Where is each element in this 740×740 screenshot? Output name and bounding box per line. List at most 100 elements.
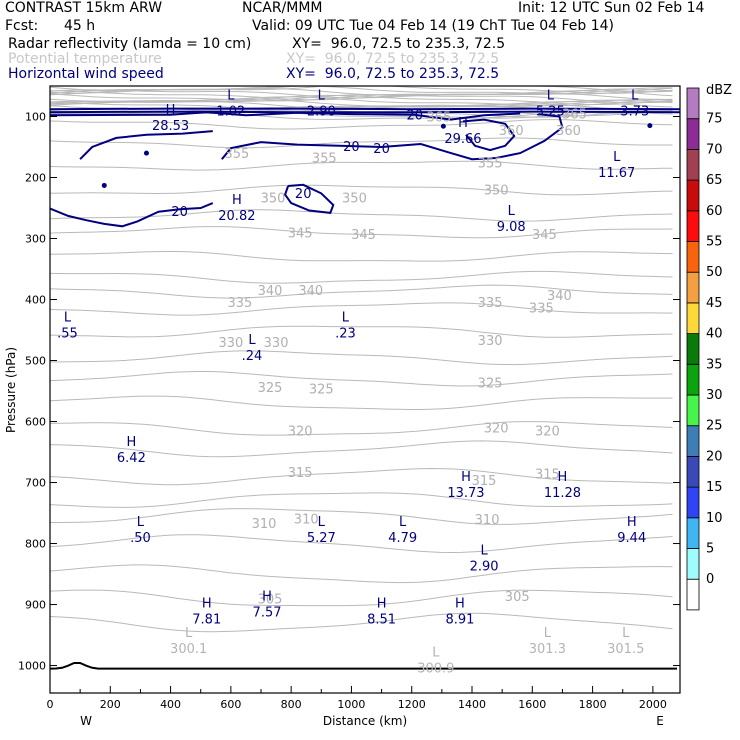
- colorbar-swatch: [686, 517, 700, 549]
- field-wind-xy: XY= 96.0, 72.5 to 235.3, 72.5: [286, 66, 500, 82]
- x-tick-label: 600: [220, 698, 241, 711]
- wind-contour-label: 20: [295, 187, 312, 202]
- wind-speed-contour: [283, 183, 335, 214]
- low-marker: L: [399, 515, 407, 530]
- high-value: 13.73: [447, 486, 484, 501]
- x-tick-label: 1600: [518, 698, 546, 711]
- colorbar-tick-label: 45: [706, 296, 723, 311]
- theta-contour-label: 310: [252, 517, 277, 532]
- colorbar-unit: dBZ: [706, 83, 732, 98]
- low-marker: L: [544, 626, 552, 641]
- colorbar-swatch: [686, 486, 700, 519]
- colorbar-swatch: [686, 394, 700, 427]
- low-value: 5.27: [307, 531, 336, 546]
- high-marker: H: [126, 435, 136, 450]
- theta-contour-label: 365: [562, 107, 587, 122]
- theta-isentrope: [50, 508, 673, 525]
- theta-contour-label: 335: [529, 301, 554, 316]
- model-title: CONTRAST 15km ARW: [5, 0, 163, 16]
- theta-isentrope: [50, 137, 673, 149]
- colorbar-swatch: [686, 87, 700, 120]
- terrain-line: [50, 662, 677, 670]
- wind-speed-contour: [221, 113, 564, 161]
- x-end-east: E: [656, 714, 664, 728]
- x-tick-label: 1800: [579, 698, 607, 711]
- colorbar-tick-label: 10: [706, 511, 723, 526]
- colorbar-tick-label: 70: [706, 142, 723, 157]
- theta-contours: [50, 86, 677, 670]
- low-marker: L: [480, 544, 488, 559]
- high-value: 20.82: [218, 209, 255, 224]
- low-marker: L: [318, 515, 326, 530]
- theta-isentrope: [50, 325, 673, 338]
- low-marker: L: [185, 626, 193, 641]
- field-wind-name: Horizontal wind speed: [8, 66, 164, 82]
- y-tick-label: 400: [25, 294, 46, 307]
- colorbar-tick-label: 0: [706, 572, 714, 587]
- wind-speed-blob: [440, 123, 446, 129]
- theta-contour-label: 350: [261, 192, 286, 207]
- y-axis-label: Pressure (hPa): [4, 347, 18, 433]
- colorbar-tick-label: 35: [706, 357, 723, 372]
- theta-isentrope: [50, 251, 673, 262]
- theta-contour-label: 310: [475, 513, 500, 528]
- low-value: 2.90: [307, 104, 336, 119]
- low-marker: L: [631, 88, 639, 103]
- colorbar-swatch: [686, 333, 700, 365]
- high-marker: H: [558, 470, 568, 485]
- high-value: 29.66: [444, 132, 481, 147]
- valid-time: Valid: 09 UTC Tue 04 Feb 14 (19 ChT Tue …: [252, 18, 615, 34]
- field-reflectivity-name: Radar reflectivity (lamda = 10 cm): [8, 36, 252, 52]
- low-marker: L: [64, 311, 72, 326]
- low-marker: L: [227, 88, 235, 103]
- low-value: 3.73: [620, 104, 649, 119]
- low-value: 301.3: [529, 642, 566, 657]
- high-marker: H: [458, 116, 468, 131]
- theta-contour-label: 330: [264, 336, 289, 351]
- theta-isentrope: [50, 440, 673, 458]
- high-marker: H: [232, 193, 242, 208]
- theta-contour-label: 345: [532, 228, 557, 243]
- low-marker: L: [318, 88, 326, 103]
- wind-speed-blob: [647, 123, 653, 129]
- low-marker: L: [432, 645, 440, 660]
- low-value: .24: [242, 349, 263, 364]
- x-tick-label: 400: [160, 698, 181, 711]
- colorbar-tick-label: 20: [706, 449, 723, 464]
- theta-contour-label: 315: [288, 466, 313, 481]
- theta-isentrope: [50, 270, 673, 284]
- high-marker: H: [377, 597, 387, 612]
- theta-isentrope: [50, 119, 673, 130]
- high-value: 9.44: [617, 531, 646, 546]
- low-marker: L: [547, 88, 555, 103]
- low-value: 301.5: [607, 642, 644, 657]
- wind-contour-label: 20: [406, 109, 423, 124]
- theta-isentrope: [50, 589, 673, 607]
- low-marker: L: [508, 204, 516, 219]
- theta-isentrope: [50, 90, 673, 101]
- wind-speed-contour: [50, 107, 680, 111]
- colorbar-swatch: [686, 455, 700, 488]
- y-tick-label: 1000: [18, 660, 46, 673]
- low-marker: L: [248, 333, 256, 348]
- colorbar-swatch: [686, 425, 700, 457]
- theta-isentrope: [50, 94, 673, 104]
- x-end-west: W: [80, 714, 92, 728]
- high-marker: H: [262, 589, 272, 604]
- low-value: 11.67: [598, 166, 635, 181]
- y-tick-label: 300: [25, 233, 46, 246]
- low-value: 300.1: [170, 642, 207, 657]
- theta-contour-label: 340: [258, 284, 283, 299]
- org-label: NCAR/MMM: [242, 0, 323, 16]
- low-marker: L: [342, 311, 350, 326]
- y-tick-label: 900: [25, 599, 46, 612]
- fcst-value: 45 h: [64, 18, 96, 34]
- theta-contour-label: 350: [342, 192, 367, 207]
- theta-isentrope: [50, 98, 673, 107]
- colorbar-swatch: [686, 179, 700, 212]
- x-axis-label: Distance (km): [323, 714, 407, 728]
- y-tick-label: 700: [25, 477, 46, 490]
- colorbar-swatch: [686, 302, 700, 334]
- field-reflectivity-xy: XY= 96.0, 72.5 to 235.3, 72.5: [292, 36, 506, 52]
